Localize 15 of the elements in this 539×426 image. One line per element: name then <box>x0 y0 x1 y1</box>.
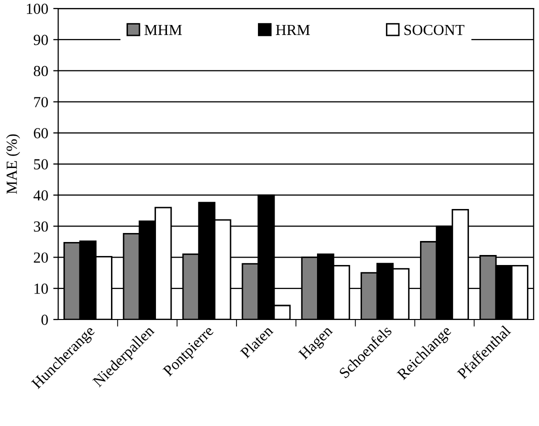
y-tick-label: 10 <box>34 284 48 294</box>
y-tick-label: 60 <box>34 128 48 138</box>
legend-label: MHM <box>144 24 182 35</box>
y-tick-label: 100 <box>26 4 48 14</box>
y-tick-label: 0 <box>41 314 48 325</box>
y-tick-label: 80 <box>34 66 48 76</box>
y-tick-label: 50 <box>34 159 48 170</box>
y-axis-title: MAE (%) <box>6 134 20 194</box>
legend-label: HRM <box>276 24 310 35</box>
y-tick-label: 40 <box>34 190 48 201</box>
y-tick-label: 90 <box>34 34 48 46</box>
y-tick-label: 30 <box>34 221 48 232</box>
legend-label: SOCONT <box>404 24 464 36</box>
y-tick-label: 20 <box>34 252 48 263</box>
y-tick-label: 70 <box>34 96 48 108</box>
